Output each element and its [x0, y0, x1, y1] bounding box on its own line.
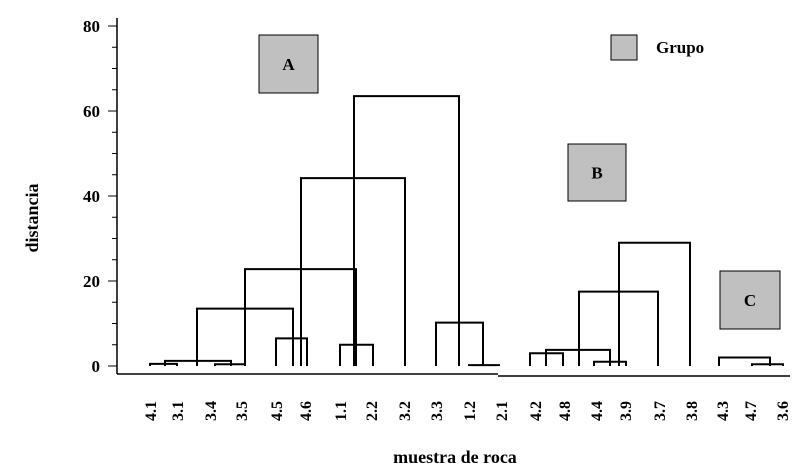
leaf-label: 3.3	[429, 401, 446, 421]
leaf-label: 4.8	[557, 401, 574, 421]
y-tick-label: 60	[83, 102, 100, 121]
axes: 0 20 40 60 80	[83, 17, 790, 377]
leaf-label: 3.7	[652, 401, 669, 421]
leaf-label: 4.7	[743, 401, 760, 421]
legend: Grupo	[610, 34, 704, 61]
leaf-label: 4.5	[269, 401, 286, 421]
y-tick-label: 0	[92, 357, 101, 376]
leaf-label: 4.1	[143, 401, 160, 421]
dendrogram-links	[149, 95, 784, 367]
group-box	[719, 270, 781, 330]
group-label: C	[744, 291, 756, 310]
y-axis-label: distancia	[22, 183, 42, 252]
leaf-label: 3.6	[775, 401, 792, 421]
group-boxes: A B C	[258, 34, 781, 330]
dendrogram-link	[751, 363, 784, 366]
group-box	[567, 143, 627, 202]
leaf-label: 3.4	[203, 401, 220, 421]
dendrogram-link	[718, 356, 771, 366]
legend-swatch	[610, 34, 638, 61]
leaf-label: 1.2	[462, 401, 479, 421]
leaf-label: 3.2	[397, 401, 414, 421]
dendrogram-link	[353, 95, 460, 366]
leaf-labels: 4.1 3.1 3.4 3.5 4.5 4.6 1.1 2.2 3.2 3.3 1.2 2.1 4.2 4…	[143, 401, 792, 421]
leaf-label: 1.1	[333, 401, 350, 421]
legend-label: Grupo	[656, 38, 704, 57]
group-label: A	[282, 55, 295, 74]
leaf-label: 3.8	[684, 401, 701, 421]
dendrogram-link	[468, 364, 500, 367]
leaf-label: 4.4	[589, 401, 606, 421]
dendrogram-link	[275, 337, 308, 366]
dendrogram-link	[618, 241, 691, 366]
leaf-label: 4.2	[528, 401, 545, 421]
y-tick-label: 40	[83, 187, 100, 206]
dendrogram-link	[435, 321, 484, 366]
leaf-label: 3.5	[234, 401, 251, 421]
leaf-label: 2.2	[364, 401, 381, 421]
leaf-label: 3.1	[170, 401, 187, 421]
dendrogram-link	[149, 362, 178, 366]
leaf-label: 3.9	[618, 401, 635, 421]
group-box	[258, 34, 319, 94]
x-axis-label: muestra de roca	[393, 447, 517, 467]
group-label: B	[591, 164, 602, 183]
y-tick-label: 20	[83, 272, 100, 291]
leaf-label: 2.1	[494, 401, 511, 421]
y-tick-label: 80	[83, 17, 100, 36]
leaf-label: 4.3	[715, 401, 732, 421]
leaf-label: 4.6	[298, 401, 315, 421]
